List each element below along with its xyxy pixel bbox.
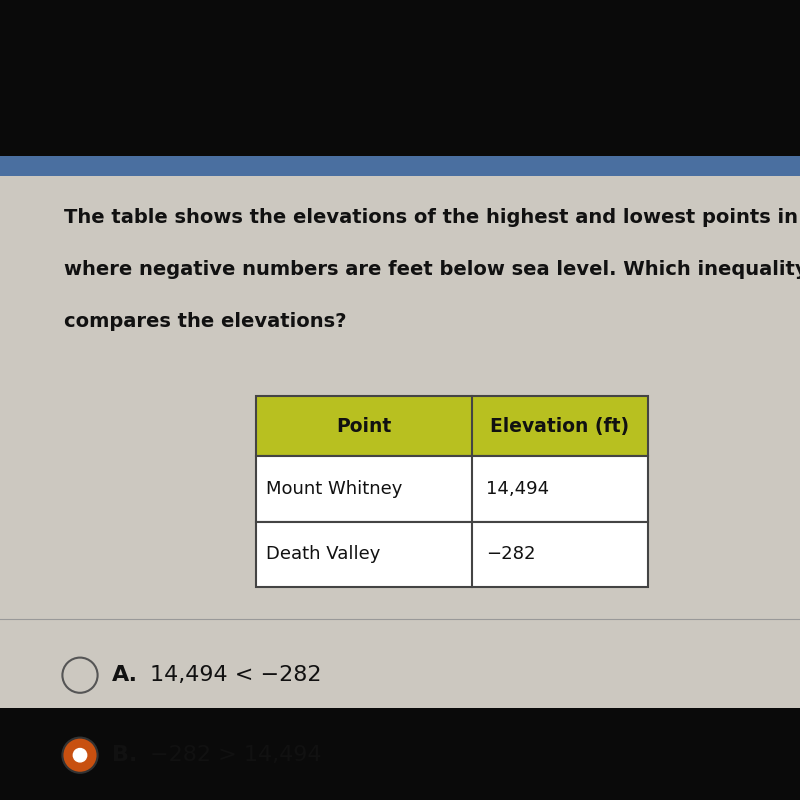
- Bar: [0, 0, 800, 156]
- Text: −282: −282: [486, 546, 536, 563]
- Text: 14,494: 14,494: [486, 480, 550, 498]
- Text: compares the elevations?: compares the elevations?: [64, 312, 346, 331]
- Circle shape: [74, 749, 86, 762]
- Text: −282 > 14,494: −282 > 14,494: [150, 746, 322, 766]
- Text: where negative numbers are feet below sea level. Which inequality correctly: where negative numbers are feet below se…: [64, 260, 800, 279]
- Text: B.: B.: [112, 746, 138, 766]
- Text: 14,494 < −282: 14,494 < −282: [150, 666, 322, 685]
- Text: A.: A.: [112, 666, 138, 685]
- Bar: [256, 396, 648, 456]
- Text: Elevation (ft): Elevation (ft): [490, 417, 630, 435]
- Circle shape: [62, 738, 98, 773]
- Bar: [256, 522, 648, 587]
- Text: Point: Point: [336, 417, 392, 435]
- Text: Mount Whitney: Mount Whitney: [266, 480, 402, 498]
- Bar: [0, 156, 800, 176]
- Text: Death Valley: Death Valley: [266, 546, 380, 563]
- Bar: [0, 708, 800, 800]
- Text: The table shows the elevations of the highest and lowest points in California,: The table shows the elevations of the hi…: [64, 208, 800, 227]
- Bar: [256, 456, 648, 522]
